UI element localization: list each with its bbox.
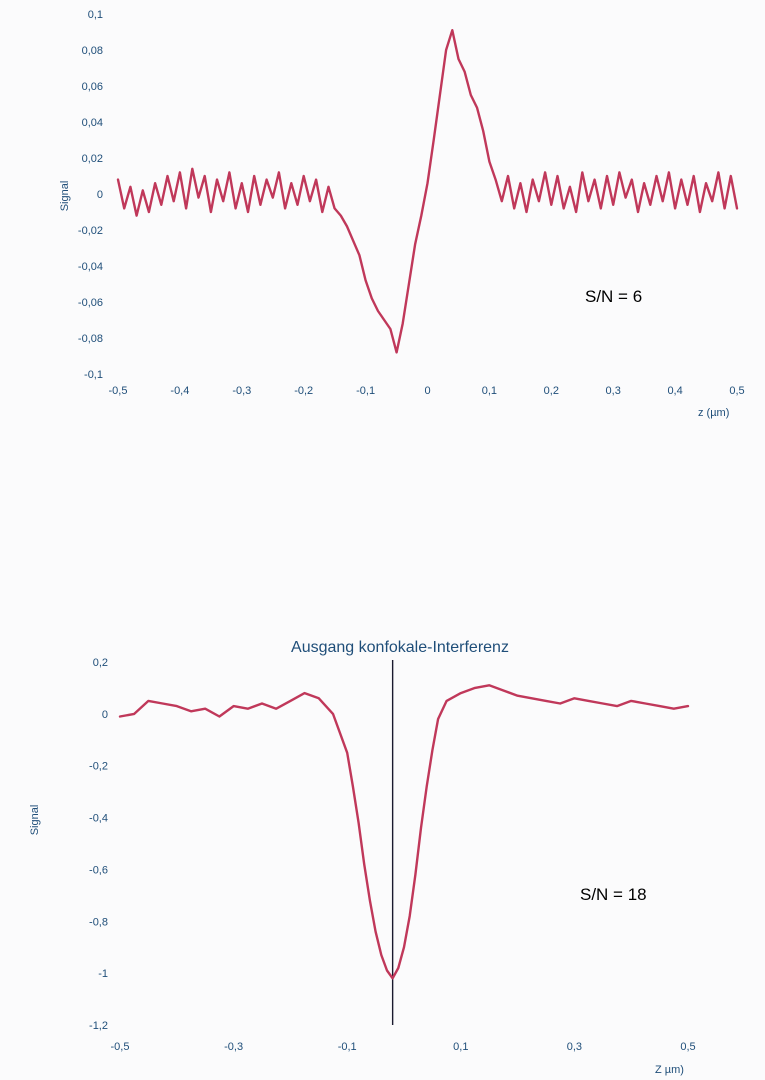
chart-1-x-tick-label: 0,3 bbox=[606, 385, 621, 397]
chart-2-y-tick-label: -1,2 bbox=[89, 1020, 108, 1032]
chart-1-sn-annotation: S/N = 6 bbox=[585, 287, 642, 306]
chart-1-x-axis-label: z (µm) bbox=[698, 407, 729, 419]
chart-2-x-tick-label: 0,5 bbox=[680, 1041, 695, 1053]
chart-1-x-tick-label: 0 bbox=[424, 385, 430, 397]
chart-1-x-tick-label: 0,5 bbox=[729, 385, 744, 397]
chart-2-y-ticks: 0,2 0 -0,2 -0,4 -0,6 -0,8 -1 -1,2 bbox=[89, 657, 108, 1032]
chart-1-x-ticks: -0,5 -0,4 -0,3 -0,2 -0,1 0 0,1 0,2 0,3 0,4 0,5 bbox=[109, 385, 745, 397]
chart-2-series-line bbox=[118, 684, 690, 980]
chart-2-y-tick-label: -1 bbox=[98, 968, 108, 980]
chart-2-y-axis-label: Signal bbox=[29, 805, 41, 836]
chart-1-y-tick-label: -0,04 bbox=[78, 261, 103, 273]
chart-2-y-tick-label: -0,2 bbox=[89, 761, 108, 773]
chart-1-x-tick-label: 0,1 bbox=[482, 385, 497, 397]
chart-2-y-tick-label: -0,6 bbox=[89, 864, 108, 876]
chart-1-y-tick-label: -0,1 bbox=[84, 369, 103, 381]
chart-1-y-ticks: 0,1 0,08 0,06 0,04 0,02 0 -0,02 -0,04 -0,06 -0,08… bbox=[78, 9, 103, 381]
chart-1-y-tick-label: 0,04 bbox=[82, 117, 103, 129]
chart-1-y-tick-label: 0,06 bbox=[82, 81, 103, 93]
chart-1-x-tick-label: -0,3 bbox=[232, 385, 251, 397]
chart-2-x-tick-label: -0,3 bbox=[224, 1041, 243, 1053]
chart-2-title: Ausgang konfokale-Interferenz bbox=[291, 639, 509, 656]
chart-1-x-tick-label: -0,1 bbox=[356, 385, 375, 397]
chart-1-x-tick-label: -0,4 bbox=[170, 385, 189, 397]
chart-2-y-tick-label: 0,2 bbox=[93, 657, 108, 669]
chart-2-y-tick-label: 0 bbox=[102, 709, 108, 721]
chart-1-x-tick-label: -0,5 bbox=[109, 385, 128, 397]
chart-2-x-tick-label: 0,3 bbox=[567, 1041, 582, 1053]
chart-2-x-tick-label: -0,1 bbox=[338, 1041, 357, 1053]
chart-1-x-tick-label: 0,2 bbox=[544, 385, 559, 397]
chart-1: Signal z (µm) S/N = 6 0,1 0,08 0,06 0,04 0,0… bbox=[59, 9, 745, 419]
chart-2-y-tick-label: -0,4 bbox=[89, 813, 108, 825]
chart-1-y-axis-label: Signal bbox=[59, 181, 71, 212]
chart-1-y-tick-label: 0,08 bbox=[82, 45, 103, 57]
chart-1-y-tick-label: 0,1 bbox=[88, 9, 103, 21]
chart-2-x-ticks: -0,5 -0,3 -0,1 0,1 0,3 0,5 bbox=[111, 1041, 696, 1053]
chart-2-x-tick-label: 0,1 bbox=[453, 1041, 468, 1053]
chart-1-x-tick-label: 0,4 bbox=[667, 385, 682, 397]
chart-2-sn-annotation: S/N = 18 bbox=[580, 885, 647, 904]
chart-1-series-line bbox=[116, 29, 739, 354]
chart-2: Ausgang konfokale-Interferenz Signal Z µ… bbox=[29, 639, 696, 1076]
chart-2-x-axis-label: Z µm) bbox=[655, 1064, 684, 1076]
chart-1-y-tick-label: 0,02 bbox=[82, 153, 103, 165]
chart-1-y-tick-label: -0,06 bbox=[78, 297, 103, 309]
chart-2-y-tick-label: -0,8 bbox=[89, 916, 108, 928]
chart-1-y-tick-label: -0,02 bbox=[78, 225, 103, 237]
chart-2-x-tick-label: -0,5 bbox=[111, 1041, 130, 1053]
chart-1-y-tick-label: 0 bbox=[97, 189, 103, 201]
chart-1-x-tick-label: -0,2 bbox=[294, 385, 313, 397]
chart-1-y-tick-label: -0,08 bbox=[78, 333, 103, 345]
